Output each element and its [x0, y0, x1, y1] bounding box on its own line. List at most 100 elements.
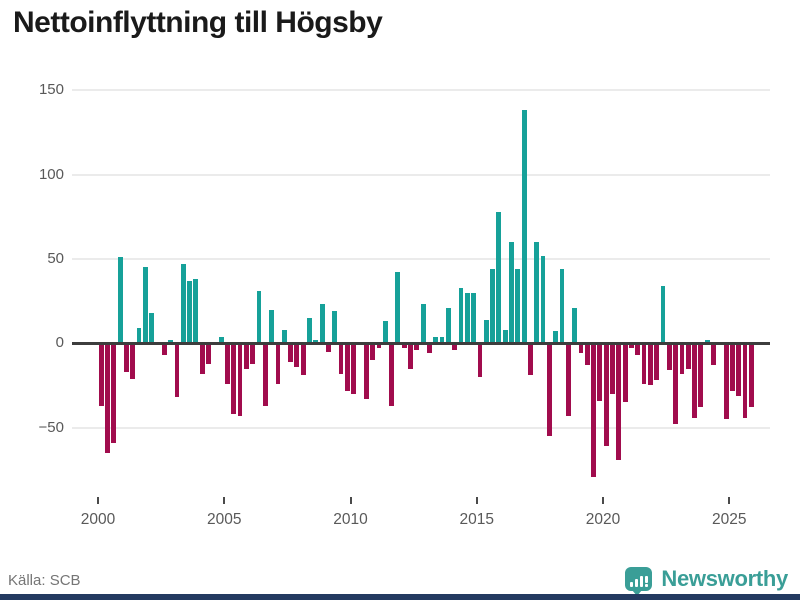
data-bar — [344, 343, 350, 391]
data-bar — [496, 211, 502, 344]
logo-bar-icon — [634, 579, 638, 587]
data-bar — [174, 343, 180, 398]
data-bar — [281, 329, 287, 344]
data-bar — [641, 343, 647, 384]
data-bar — [98, 343, 104, 406]
data-bar — [730, 343, 735, 391]
data-bar — [528, 343, 533, 376]
data-bar — [256, 291, 262, 344]
data-bar — [427, 343, 432, 354]
data-bar — [294, 343, 300, 367]
data-bar — [521, 110, 527, 344]
data-bar — [559, 269, 565, 344]
data-bar — [629, 343, 634, 349]
x-axis-label: 2025 — [712, 511, 747, 528]
data-bar — [130, 343, 136, 379]
x-axis-label: 2005 — [207, 511, 242, 528]
data-bar — [704, 339, 710, 344]
data-bar — [509, 242, 514, 344]
data-bar — [395, 272, 401, 344]
data-bar — [206, 343, 211, 364]
data-bar — [332, 311, 338, 344]
data-bar — [193, 279, 199, 344]
data-bar — [319, 304, 325, 344]
data-bar — [433, 336, 439, 344]
data-bar — [351, 343, 357, 394]
data-bar — [218, 336, 224, 344]
y-axis-label: −50 — [38, 418, 64, 436]
data-bar — [565, 343, 571, 416]
data-bar — [546, 343, 552, 437]
data-bar — [584, 343, 590, 366]
data-bar — [477, 343, 483, 378]
data-bar — [408, 343, 413, 369]
data-bar — [471, 292, 477, 344]
data-bar — [307, 317, 312, 344]
data-bar — [161, 343, 167, 356]
data-bar — [376, 343, 382, 349]
y-gridline — [72, 89, 770, 92]
data-bar — [231, 343, 237, 415]
data-bar — [578, 343, 584, 354]
newsworthy-chart-bubble-icon — [625, 567, 653, 596]
data-bar — [338, 343, 344, 374]
data-bar — [654, 343, 660, 381]
data-bar — [748, 343, 754, 408]
x-axis-tick — [223, 497, 226, 504]
data-bar — [111, 343, 117, 443]
y-axis-label: 0 — [55, 334, 64, 352]
x-axis-label: 2000 — [80, 511, 116, 528]
data-bar — [540, 255, 546, 344]
data-bar — [591, 343, 596, 477]
y-gridline — [72, 426, 770, 429]
data-bar — [742, 343, 748, 418]
data-bar — [288, 343, 293, 362]
logo-bar-icon — [629, 582, 633, 587]
data-bar — [736, 343, 742, 396]
x-axis-label: 2015 — [459, 511, 495, 528]
data-bar — [363, 343, 369, 399]
x-axis-label: 2010 — [333, 511, 368, 528]
data-bar — [698, 343, 704, 408]
newsworthy-logo: Newsworthy — [625, 563, 788, 596]
data-bar — [679, 343, 685, 374]
data-bar — [275, 343, 281, 384]
data-bar — [483, 319, 489, 344]
data-bar — [149, 312, 155, 344]
data-bar — [136, 328, 142, 344]
logo-bar-icon — [639, 576, 643, 587]
x-axis-label: 2020 — [585, 511, 621, 528]
data-bar — [382, 321, 388, 344]
data-bar — [610, 343, 615, 394]
source-label: Källa: SCB — [8, 572, 81, 589]
data-bar — [647, 343, 653, 386]
data-bar — [237, 343, 243, 416]
data-bar — [445, 307, 451, 344]
data-bar — [502, 329, 508, 344]
data-bar — [326, 343, 331, 352]
y-gridline — [72, 173, 770, 176]
data-bar — [420, 304, 426, 344]
y-axis-label: 50 — [47, 249, 64, 267]
data-bar — [622, 343, 628, 403]
data-bar — [168, 339, 174, 344]
data-bar — [313, 339, 319, 344]
data-bar — [300, 343, 306, 376]
data-bar — [142, 267, 148, 344]
data-bar — [105, 343, 110, 453]
x-axis-zero-line — [72, 341, 770, 345]
data-bar — [490, 269, 495, 344]
data-bar — [225, 343, 230, 384]
data-bar — [616, 343, 622, 460]
page-title: Nettoinflyttning till Högsby — [13, 6, 383, 39]
y-gridline — [72, 257, 770, 260]
data-bar — [243, 343, 249, 369]
x-axis-tick — [97, 497, 100, 504]
logo-exclamation-icon — [644, 575, 648, 587]
data-bar — [553, 331, 559, 344]
data-bar — [515, 269, 521, 344]
y-axis-label: 150 — [38, 81, 64, 99]
data-bar — [723, 343, 729, 420]
data-bar — [685, 343, 691, 369]
